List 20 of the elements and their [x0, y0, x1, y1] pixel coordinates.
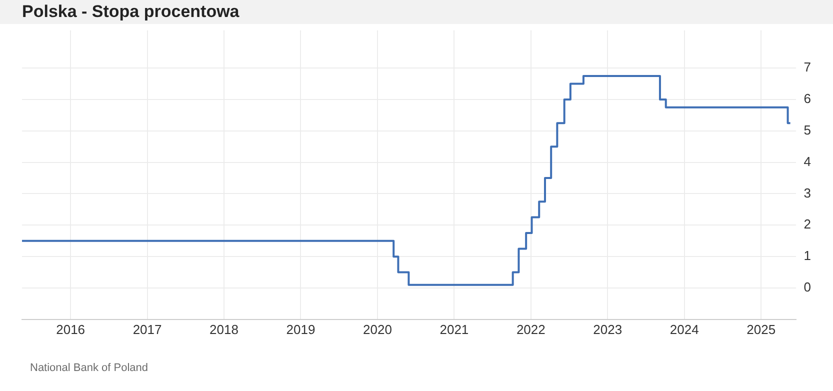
- x-tick-label: 2018: [210, 322, 238, 337]
- x-tick-label: 2016: [56, 322, 86, 337]
- x-tick-label: 2020: [363, 322, 392, 337]
- x-tick-label: 2021: [440, 322, 469, 337]
- y-tick-label: 0: [804, 280, 812, 295]
- y-tick-label: 6: [804, 91, 812, 106]
- x-tick-label: 2019: [286, 322, 316, 337]
- x-tick-label: 2022: [516, 322, 546, 337]
- y-tick-label: 5: [804, 122, 812, 138]
- y-tick-label: 7: [804, 60, 812, 75]
- y-tick-label: 3: [804, 185, 812, 200]
- y-tick-label: 2: [804, 216, 812, 232]
- text: National Bank of Poland: [30, 362, 148, 374]
- x-tick-label: 2017: [132, 322, 162, 337]
- x-tick-label: 2025: [746, 322, 776, 337]
- y-tick-label: 1: [804, 248, 812, 264]
- x-tick-label: 2024: [670, 322, 699, 337]
- chart-title: Polska - Stopa procentowa: [22, 2, 240, 21]
- y-tick-label: 4: [804, 154, 812, 169]
- x-tick-label: 2023: [593, 322, 622, 337]
